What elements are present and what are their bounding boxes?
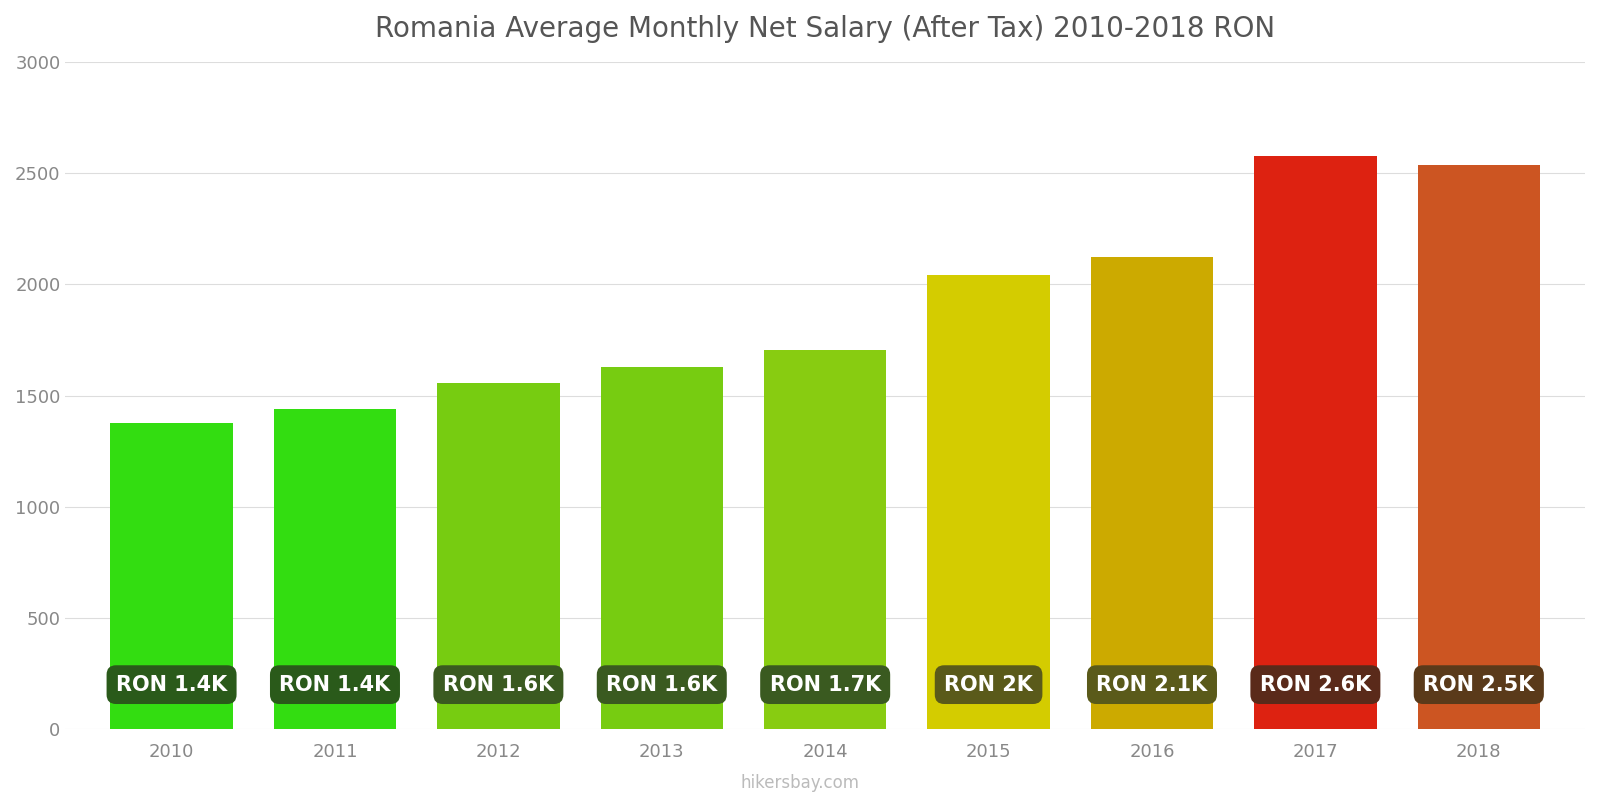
Text: RON 1.4K: RON 1.4K — [115, 674, 227, 694]
Text: RON 1.6K: RON 1.6K — [606, 674, 717, 694]
Bar — [1091, 258, 1213, 729]
Bar — [1254, 156, 1376, 729]
Bar — [600, 366, 723, 729]
Text: RON 1.7K: RON 1.7K — [770, 674, 882, 694]
Bar — [763, 350, 886, 729]
Bar — [274, 409, 397, 729]
Text: RON 2.5K: RON 2.5K — [1422, 674, 1534, 694]
Text: RON 2.6K: RON 2.6K — [1259, 674, 1371, 694]
Text: RON 2K: RON 2K — [944, 674, 1034, 694]
Title: Romania Average Monthly Net Salary (After Tax) 2010-2018 RON: Romania Average Monthly Net Salary (Afte… — [374, 15, 1275, 43]
Text: RON 1.4K: RON 1.4K — [280, 674, 390, 694]
Text: RON 1.6K: RON 1.6K — [443, 674, 554, 694]
Bar — [437, 383, 560, 729]
Text: RON 2.1K: RON 2.1K — [1096, 674, 1208, 694]
Bar — [928, 275, 1050, 729]
Text: hikersbay.com: hikersbay.com — [741, 774, 859, 792]
Bar — [110, 423, 234, 729]
Bar — [1418, 165, 1541, 729]
